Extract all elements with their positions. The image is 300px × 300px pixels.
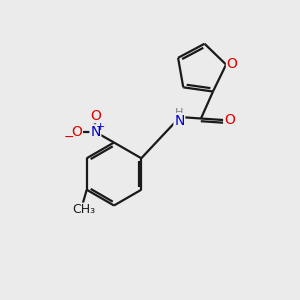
- Text: N: N: [174, 114, 184, 128]
- Text: O: O: [90, 109, 101, 122]
- Text: H: H: [175, 107, 184, 118]
- Text: O: O: [227, 57, 238, 71]
- Text: O: O: [224, 113, 235, 127]
- Text: O: O: [71, 125, 82, 139]
- Text: CH₃: CH₃: [72, 203, 95, 216]
- Text: N: N: [90, 125, 100, 139]
- Text: −: −: [64, 131, 74, 144]
- Text: +: +: [96, 122, 106, 132]
